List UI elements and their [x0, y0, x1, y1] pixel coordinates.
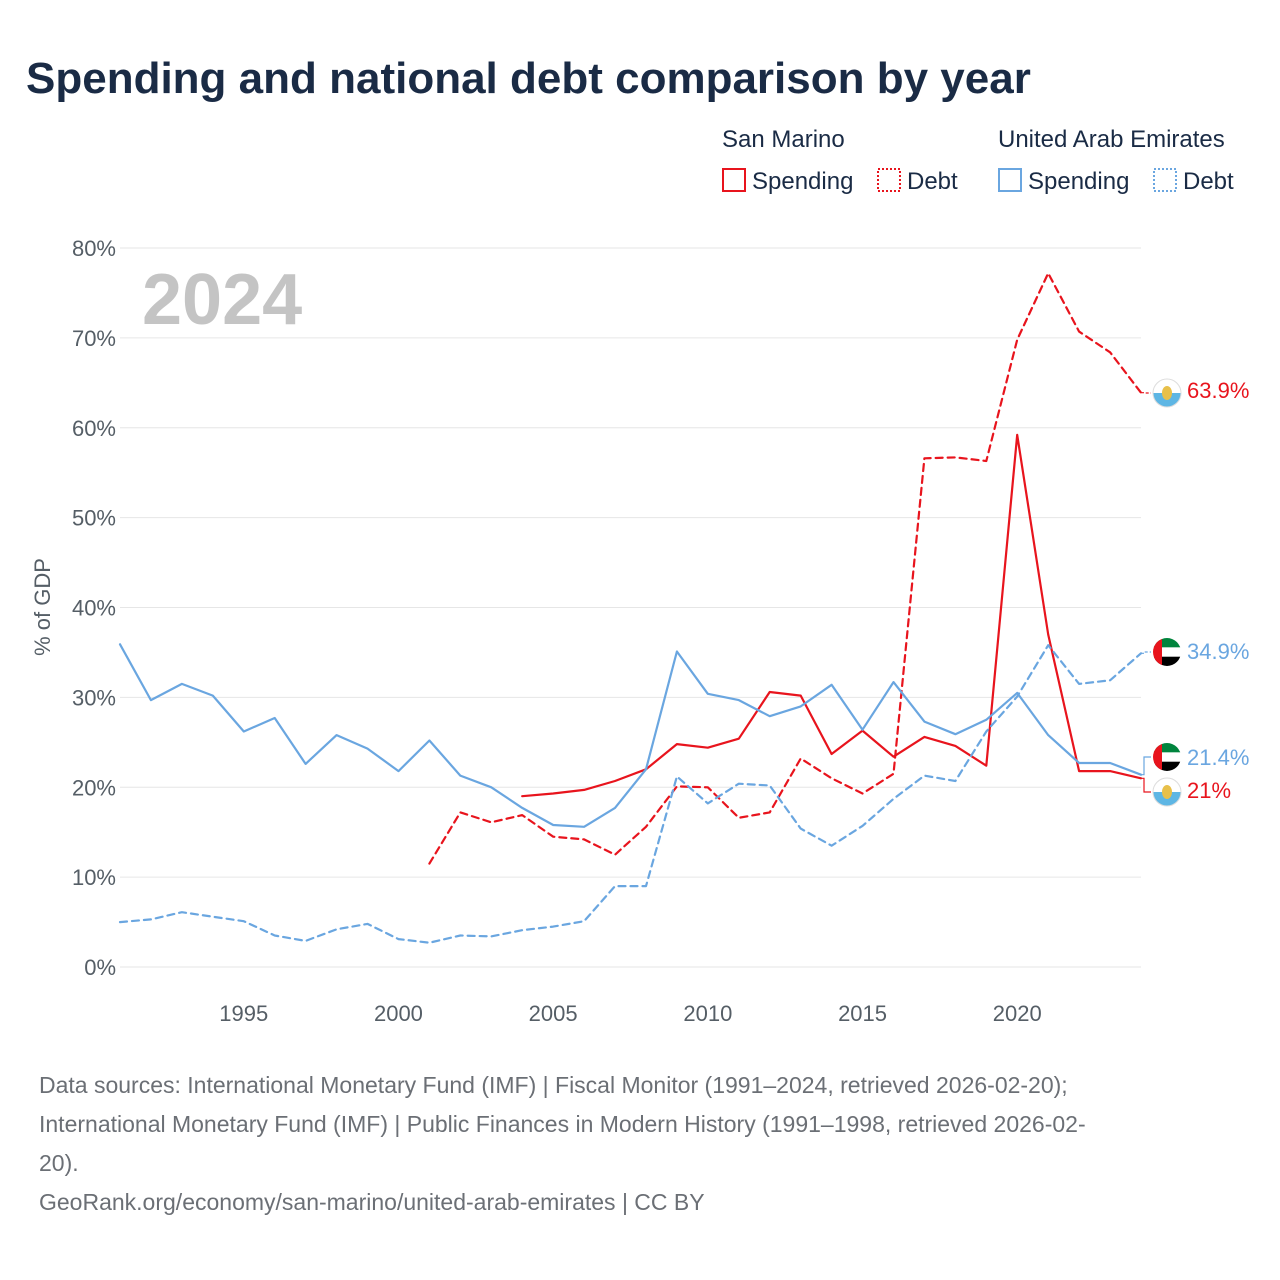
- y-tick-label: 50%: [72, 506, 116, 531]
- end-label-uae-spending: 21.4%: [1187, 745, 1249, 770]
- y-axis-label: % of GDP: [30, 558, 55, 656]
- footer-link[interactable]: GeoRank.org/economy/san-marino/united-ar…: [39, 1189, 705, 1215]
- san-marino-flag-icon: [1152, 777, 1182, 807]
- end-label-san-marino-debt: 63.9%: [1187, 378, 1249, 403]
- x-tick-label: 2015: [838, 1001, 887, 1026]
- year-indicator: 2024: [142, 260, 302, 340]
- connector-line: [1141, 756, 1151, 776]
- footer-source-line-2: International Monetary Fund (IMF) | Publ…: [39, 1111, 1086, 1137]
- connector-line: [1141, 777, 1151, 793]
- y-tick-label: 80%: [72, 236, 116, 261]
- x-tick-label: 2005: [529, 1001, 578, 1026]
- legend-swatch-uae-debt: [1153, 168, 1177, 192]
- series-line-united-arab-emirates-debt[interactable]: [118, 644, 1143, 944]
- y-tick-label: 30%: [72, 685, 116, 710]
- legend: San Marino United Arab Emirates Spending…: [722, 126, 1234, 195]
- footer-source-line-3: 20).: [39, 1150, 79, 1176]
- uae-flag-icon: [1153, 743, 1181, 771]
- legend-swatch-san-marino-spending: [722, 168, 746, 192]
- y-tick-label: 10%: [72, 865, 116, 890]
- gridlines: [120, 247, 1141, 968]
- end-label-uae-debt: 34.9%: [1187, 639, 1249, 664]
- legend-label-san-marino-debt[interactable]: Debt: [907, 168, 958, 195]
- series-lines: [118, 272, 1143, 944]
- x-tick-label: 1995: [219, 1001, 268, 1026]
- y-tick-label: 40%: [72, 596, 116, 621]
- footer-source-line-1: Data sources: International Monetary Fun…: [39, 1072, 1068, 1098]
- y-tick-label: 70%: [72, 326, 116, 351]
- legend-swatch-uae-spending: [998, 168, 1022, 192]
- series-line-san-marino-debt[interactable]: [428, 272, 1143, 865]
- legend-swatch-san-marino-debt: [877, 168, 901, 192]
- y-tick-label: 60%: [72, 416, 116, 441]
- y-tick-label: 0%: [84, 955, 116, 980]
- connector-line: [1141, 651, 1151, 654]
- footer: Data sources: International Monetary Fun…: [39, 1072, 1086, 1215]
- series-line-united-arab-emirates-spending[interactable]: [118, 643, 1143, 828]
- x-axis-ticks: 1995 2000 2005 2010 2015 2020: [219, 1001, 1041, 1026]
- legend-label-uae-debt[interactable]: Debt: [1183, 168, 1234, 195]
- y-tick-label: 20%: [72, 775, 116, 800]
- series-line-san-marino-spending[interactable]: [521, 433, 1143, 798]
- chart-title: Spending and national debt comparison by…: [26, 54, 1031, 103]
- uae-flag-icon: [1153, 638, 1181, 666]
- end-label-san-marino-spending: 21%: [1187, 778, 1231, 803]
- x-tick-label: 2000: [374, 1001, 423, 1026]
- legend-label-uae-spending[interactable]: Spending: [1028, 168, 1129, 195]
- end-labels: 63.9% 34.9% 21.4% 21%: [1141, 378, 1249, 807]
- legend-group-san-marino: San Marino: [722, 126, 845, 153]
- x-tick-label: 2020: [993, 1001, 1042, 1026]
- legend-group-uae: United Arab Emirates: [998, 126, 1225, 153]
- y-axis-ticks: 0% 10% 20% 30% 40% 50% 60% 70% 80%: [72, 236, 116, 980]
- x-tick-label: 2010: [683, 1001, 732, 1026]
- san-marino-flag-icon: [1152, 378, 1182, 408]
- legend-label-san-marino-spending[interactable]: Spending: [752, 168, 853, 195]
